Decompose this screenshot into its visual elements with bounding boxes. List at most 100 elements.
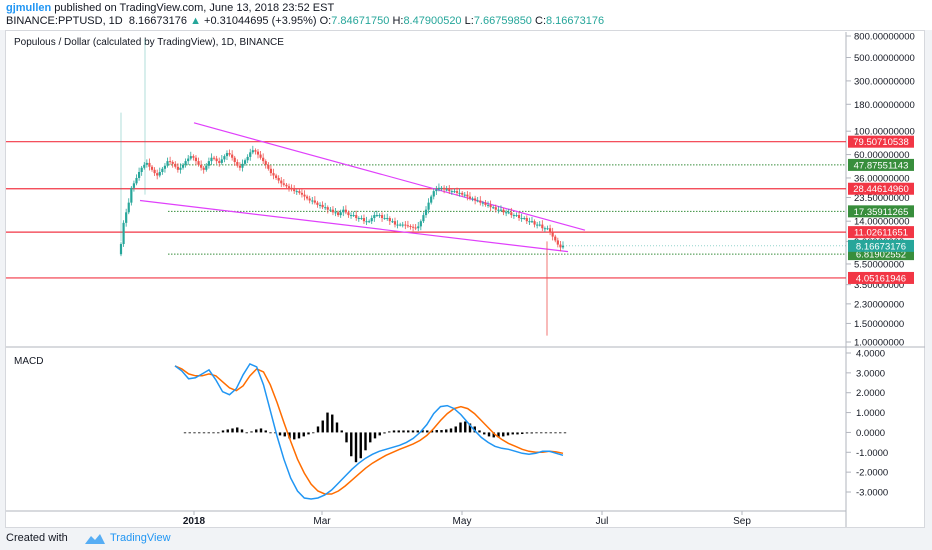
price-tick-label: 180.00000000 <box>854 100 915 111</box>
candle-body <box>432 191 435 197</box>
candle-body <box>153 169 156 174</box>
candle-body <box>347 212 350 216</box>
author-link[interactable]: gjmullen <box>6 2 52 14</box>
candle-body <box>179 167 182 170</box>
histogram-bar <box>468 423 472 433</box>
tradingview-brand[interactable]: TradingView <box>110 532 171 544</box>
histogram-bar <box>335 422 339 433</box>
candle-body <box>414 227 417 229</box>
histogram-bar <box>340 430 343 433</box>
candle-body <box>479 200 482 203</box>
histogram-bar <box>559 432 562 434</box>
histogram-bar <box>293 432 296 440</box>
candle-body <box>520 218 523 220</box>
footer: Created with TradingView <box>0 528 932 550</box>
histogram-bar <box>250 431 253 433</box>
candle-body <box>233 157 236 163</box>
price-tick-label: 2.30000000 <box>854 299 904 310</box>
candle-body <box>274 175 278 178</box>
candle-body <box>127 202 130 213</box>
candle-body <box>492 207 495 209</box>
candle-body <box>148 162 151 167</box>
time-tick-label: Sep <box>733 516 751 527</box>
histogram-bar <box>283 432 286 437</box>
candle-body <box>238 165 242 168</box>
histogram-bar <box>212 432 215 434</box>
candle-body <box>357 218 360 220</box>
candle-body <box>249 152 252 157</box>
candle-body <box>169 161 172 163</box>
candle-body <box>494 207 497 210</box>
histogram-bar <box>231 428 234 433</box>
candle-body <box>187 158 190 162</box>
candle-body <box>417 226 420 229</box>
macd-line <box>174 362 564 500</box>
histogram-bar <box>288 432 291 439</box>
last-price-box <box>848 239 914 252</box>
candle-body <box>262 157 265 162</box>
candle-body <box>316 202 319 205</box>
candle-body <box>140 167 143 173</box>
candle-body <box>280 180 283 184</box>
price-tick-label: 100.00000000 <box>854 127 915 138</box>
candle-body <box>430 196 433 203</box>
candle-body <box>119 244 123 255</box>
histogram-bar <box>445 429 448 433</box>
candle-body <box>272 173 275 176</box>
histogram-bar <box>535 432 538 434</box>
price-tick-label: 14.00000000 <box>854 217 909 228</box>
level-label-box <box>848 182 914 195</box>
histogram-bar <box>217 432 220 434</box>
candles <box>119 38 565 336</box>
level-label: 47.87551143 <box>854 160 909 171</box>
candle-body <box>533 221 536 225</box>
histogram-bar <box>478 430 481 433</box>
candle-body <box>308 198 311 201</box>
histogram-bar <box>487 432 491 437</box>
candle-body <box>225 153 229 157</box>
candle-body <box>236 162 239 166</box>
candle-body <box>497 209 500 211</box>
price-tick-label: 300.00000000 <box>854 76 915 87</box>
candle-body <box>352 215 355 217</box>
histogram-bar <box>563 432 567 434</box>
macd-tick-label: 1.0000 <box>856 408 885 419</box>
price-tick-label: 36.00000000 <box>854 173 909 184</box>
candle-body <box>474 198 477 201</box>
chart-frame[interactable] <box>5 30 925 528</box>
histogram-bar <box>492 432 495 438</box>
price-labels: 79.50710538 47.87551143 28.44614960 17.3591… <box>848 135 914 284</box>
last-price-label: 8.16673176 <box>856 241 906 252</box>
candle-body <box>122 222 125 245</box>
histogram-bar <box>359 432 362 459</box>
level-label-box <box>848 271 914 284</box>
histogram-bar <box>454 426 457 433</box>
candle-body <box>158 172 161 176</box>
candle-body <box>486 204 490 206</box>
candle-body <box>192 156 195 158</box>
candle-body <box>300 192 304 195</box>
histogram-bar <box>321 420 324 433</box>
candle-body <box>269 168 273 174</box>
symbol-label: BINANCE:PPTUSD, 1D <box>6 15 123 27</box>
price-tick-label: 60.00000000 <box>854 150 909 161</box>
candle-body <box>424 209 428 216</box>
candle-body <box>246 156 249 161</box>
candle-body <box>455 191 459 193</box>
histogram-bar <box>316 426 320 433</box>
candle-body <box>231 154 234 158</box>
candle-body <box>401 224 404 226</box>
candle-body <box>324 207 327 209</box>
histogram-bar <box>278 432 282 436</box>
histogram-bar <box>449 428 453 433</box>
macd-pane <box>174 362 567 500</box>
level-label: 11.02611651 <box>854 228 908 239</box>
histogram-bar <box>245 432 248 434</box>
candle-body <box>277 177 280 181</box>
histogram-bar <box>464 421 467 433</box>
histogram-bar <box>354 432 358 463</box>
candle-body <box>220 159 223 163</box>
upper-trendline <box>193 122 586 231</box>
candle-body <box>197 161 200 165</box>
